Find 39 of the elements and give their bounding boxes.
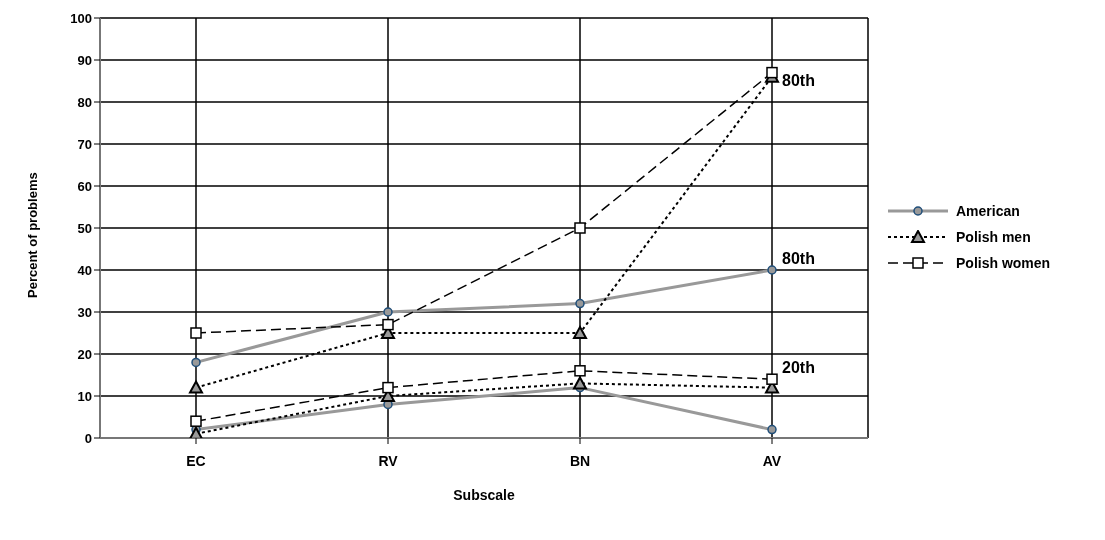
y-tick-label: 20	[77, 346, 92, 362]
point	[766, 373, 778, 385]
point	[190, 415, 202, 427]
y-tick-label: 0	[84, 430, 92, 446]
y-tick-label: 90	[77, 52, 92, 68]
legend-label: Polish women	[956, 255, 1051, 271]
annotation: 20th	[782, 358, 815, 376]
y-tick-label: 100	[70, 10, 92, 26]
point	[573, 326, 587, 339]
point	[383, 307, 393, 317]
point	[575, 298, 585, 309]
y-tick-label: 40	[77, 262, 92, 278]
x-tick-label: EC	[186, 452, 206, 469]
point	[766, 66, 778, 79]
point	[191, 357, 201, 368]
x-tick-label: AV	[762, 452, 782, 469]
point	[190, 327, 202, 339]
y-tick-label: 60	[77, 178, 92, 194]
x-tick-label: BN	[569, 452, 591, 469]
point	[382, 318, 394, 331]
point	[767, 424, 777, 435]
legend-label: Polish men	[956, 229, 1031, 245]
y-tick-label: 10	[77, 388, 92, 404]
point	[382, 381, 394, 394]
y-tick-label: 50	[77, 220, 92, 236]
point	[574, 222, 586, 234]
point	[189, 380, 203, 394]
y-tick-label: 70	[77, 136, 92, 152]
y-tick-label: 80	[77, 94, 92, 110]
annotation: 80th	[782, 72, 815, 90]
point	[574, 365, 586, 377]
x-tick-label: RV	[378, 452, 399, 469]
legend-label: American	[956, 203, 1020, 219]
y-tick-label: 30	[77, 304, 92, 320]
annotation: 80th	[782, 249, 815, 267]
y-axis-title: Percent of problems	[24, 172, 40, 298]
point	[767, 265, 777, 275]
point	[573, 376, 587, 390]
x-axis-title: Subscale	[453, 487, 515, 503]
